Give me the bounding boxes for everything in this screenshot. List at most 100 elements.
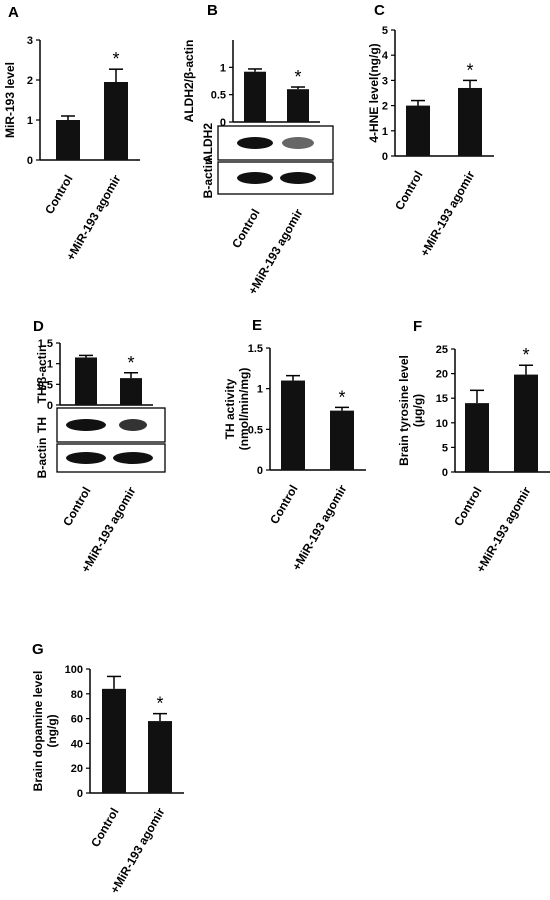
panel-letter: B: [207, 2, 218, 19]
y-tick-label: 0: [47, 400, 53, 412]
bar: [330, 410, 354, 470]
bar: [148, 721, 172, 793]
blot-band: [237, 172, 273, 184]
y-tick-label: 0: [257, 465, 263, 477]
y-axis-title: ALDH2/β-actin: [182, 40, 196, 123]
x-category-label: +MiR-193 agomir: [289, 482, 349, 573]
bar: [102, 688, 126, 793]
y-tick-label: 1: [47, 359, 53, 371]
x-category-label: Control: [392, 169, 425, 213]
blot-band: [66, 452, 106, 464]
x-category-label: +MiR-193 agomir: [63, 172, 123, 263]
panel-d: D00.511.5TH/β-actin *THB-actinControl+MiR…: [33, 318, 166, 575]
bar: [244, 71, 266, 122]
y-tick-label: 20: [71, 763, 83, 775]
x-category-label: Control: [88, 806, 121, 850]
x-category-label: Control: [451, 485, 484, 529]
y-tick-label: 0: [77, 788, 83, 800]
y-axis-title-line: TH/β-actin: [35, 345, 49, 404]
panel-letter: E: [252, 317, 262, 334]
bar: [56, 120, 80, 160]
blot-label: TH: [35, 417, 49, 433]
y-tick-label: 10: [436, 418, 448, 430]
x-category-label: Control: [42, 173, 75, 217]
blot-label: B-actin: [35, 438, 49, 479]
y-tick-label: 5: [382, 25, 388, 37]
bar: [281, 380, 305, 470]
panel-letter: C: [374, 2, 385, 19]
x-category-label: Control: [60, 485, 93, 529]
y-axis-title: Brain dopamine level(ng/g): [31, 671, 59, 792]
y-tick-label: 1: [382, 126, 388, 138]
bar: [458, 87, 482, 156]
bar: [287, 89, 309, 122]
blot-band: [113, 452, 153, 464]
y-tick-label: 1: [27, 115, 33, 127]
y-tick-label: 15: [436, 393, 448, 405]
y-axis-title-line: Brain dopamine level: [31, 671, 45, 792]
y-tick-label: 20: [436, 369, 448, 381]
y-axis-title-line: 4-HNE level(ng/g): [367, 43, 381, 142]
blot-band: [119, 419, 147, 431]
panel-c: C 0 1 2 3 4 54-HNE level(ng/g) * Control+MiR-193…: [367, 2, 494, 259]
y-tick-label: 40: [71, 738, 83, 750]
y-tick-label: 2: [382, 101, 388, 113]
y-tick-label: 0.5: [248, 424, 263, 436]
y-tick-label: 0: [220, 117, 226, 129]
y-tick-label: 1.5: [38, 338, 53, 350]
bar: [75, 357, 97, 405]
bar: [120, 378, 142, 405]
y-tick-label: 80: [71, 689, 83, 701]
significance-marker: *: [156, 694, 163, 714]
panel-letter: A: [8, 4, 19, 21]
y-tick-label: 0: [442, 467, 448, 479]
blot-label: ALDH2: [201, 123, 215, 163]
y-axis-title: TH/β-actin: [35, 345, 49, 404]
blot-label: B-actin: [201, 158, 215, 199]
y-axis-title: 4-HNE level(ng/g): [367, 43, 381, 142]
x-category-label: Control: [229, 207, 262, 251]
y-tick-label: 1: [257, 384, 263, 396]
y-tick-label: 3: [382, 75, 388, 87]
panel-f: F 0 5 10 15 20 25 Brain tyrosine level(μg/g) * Co…: [397, 318, 550, 575]
panel-letter: F: [413, 318, 422, 335]
x-category-label: +MiR-193 agomir: [417, 168, 477, 259]
panel-g: G 0 20 40 60 80 100 Brain dopamine level(ng/g) *…: [31, 641, 184, 896]
y-axis-title-line: (μg/g): [411, 394, 425, 427]
y-axis-title-line: Brain tyrosine level: [397, 355, 411, 466]
significance-marker: *: [338, 387, 345, 407]
y-axis-title-line: MiR-193 level: [3, 62, 17, 138]
y-axis-title-line: ALDH2/β-actin: [182, 40, 196, 123]
blot-band: [280, 172, 316, 184]
y-tick-label: 0.5: [211, 90, 226, 102]
y-axis-title: TH activity(nmol/min/mg): [223, 368, 251, 451]
y-tick-label: 1: [220, 62, 226, 74]
y-axis-title-line: (nmol/min/mg): [237, 368, 251, 451]
significance-marker: *: [294, 67, 301, 87]
y-axis-title: Brain tyrosine level(μg/g): [397, 355, 425, 466]
y-tick-label: 1.5: [248, 343, 263, 355]
bar: [104, 82, 128, 160]
y-tick-label: 100: [65, 664, 83, 676]
y-tick-label: 25: [436, 344, 448, 356]
x-category-label: +MiR-193 agomir: [473, 484, 533, 575]
y-tick-label: 4: [382, 50, 389, 62]
significance-marker: *: [112, 49, 119, 69]
y-tick-label: 60: [71, 714, 83, 726]
y-tick-label: 5: [442, 442, 448, 454]
panel-a: A 0 1 2 3 MiR-193 level * Control+MiR-193 agomi…: [3, 4, 140, 263]
x-category-label: Control: [267, 483, 300, 527]
y-tick-label: 2: [27, 75, 33, 87]
y-axis-title: MiR-193 level: [3, 62, 17, 138]
bar: [406, 105, 430, 156]
blot-band: [237, 137, 273, 149]
bar: [465, 403, 489, 472]
significance-marker: *: [466, 60, 473, 80]
y-axis-title-line: (ng/g): [45, 714, 59, 747]
blot-band: [282, 137, 314, 149]
bar: [514, 374, 538, 472]
blot-frame: [217, 125, 334, 161]
panel-letter: D: [33, 318, 44, 335]
